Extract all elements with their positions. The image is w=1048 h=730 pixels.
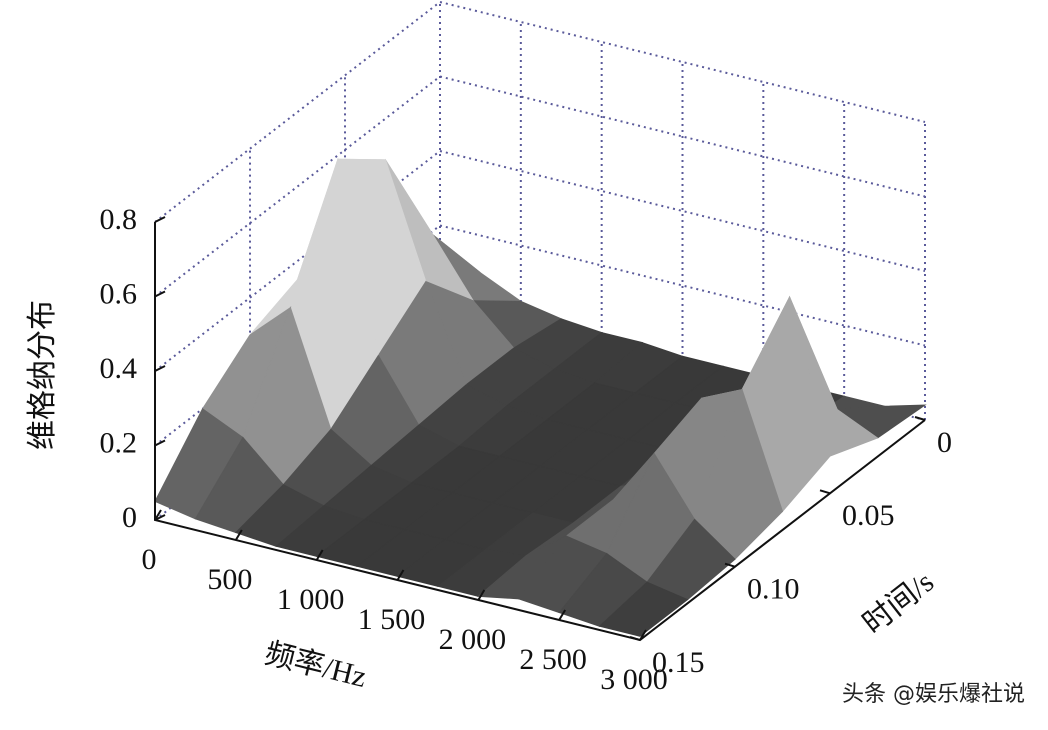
grid-line — [154, 75, 441, 298]
tick-mark — [396, 569, 405, 581]
surface-cell — [598, 581, 689, 637]
x-tick-label: 2 500 — [519, 643, 587, 676]
tick-mark — [154, 514, 166, 521]
y-tick-label: 0 — [937, 426, 952, 459]
y-axis-label: 时间/s — [857, 565, 940, 640]
tick-mark — [315, 549, 324, 561]
x-axis-label: 频率/Hz — [262, 637, 370, 694]
grid-line — [154, 1, 441, 223]
z-tick-label: 0.6 — [100, 277, 138, 310]
y-tick-label: 0.10 — [747, 573, 800, 606]
tick-mark — [819, 489, 831, 495]
tick-mark — [154, 509, 162, 521]
tick-mark — [914, 416, 926, 421]
tick-mark — [154, 216, 166, 223]
x-tick-label: 2 000 — [439, 623, 507, 656]
tick-mark — [154, 365, 166, 372]
z-tick-label: 0 — [122, 501, 137, 534]
z-axis-label: 维格纳分布 — [26, 300, 59, 450]
tick-mark — [234, 529, 243, 541]
z-tick-label: 0.2 — [100, 426, 138, 459]
z-tick-label: 0.4 — [100, 352, 138, 385]
y-tick-label: 0.05 — [842, 499, 895, 532]
tick-mark — [724, 562, 736, 568]
x-tick-label: 3 000 — [600, 663, 668, 696]
tick-mark — [558, 609, 567, 621]
tick-mark — [154, 439, 166, 447]
x-tick-label: 0 — [142, 543, 157, 576]
grid-line — [439, 150, 926, 272]
tick-mark — [477, 589, 486, 601]
z-tick-label: 0.8 — [100, 203, 138, 236]
tick-mark — [639, 629, 647, 641]
x-tick-label: 1 000 — [277, 583, 345, 616]
tick-mark — [154, 290, 166, 298]
tick-mark — [629, 636, 641, 641]
x-tick-label: 1 500 — [358, 603, 426, 636]
y-tick-label: 0.15 — [652, 646, 705, 679]
watermark: 头条 @娱乐爆社说 — [842, 682, 1025, 707]
x-tick-label: 500 — [207, 563, 252, 596]
